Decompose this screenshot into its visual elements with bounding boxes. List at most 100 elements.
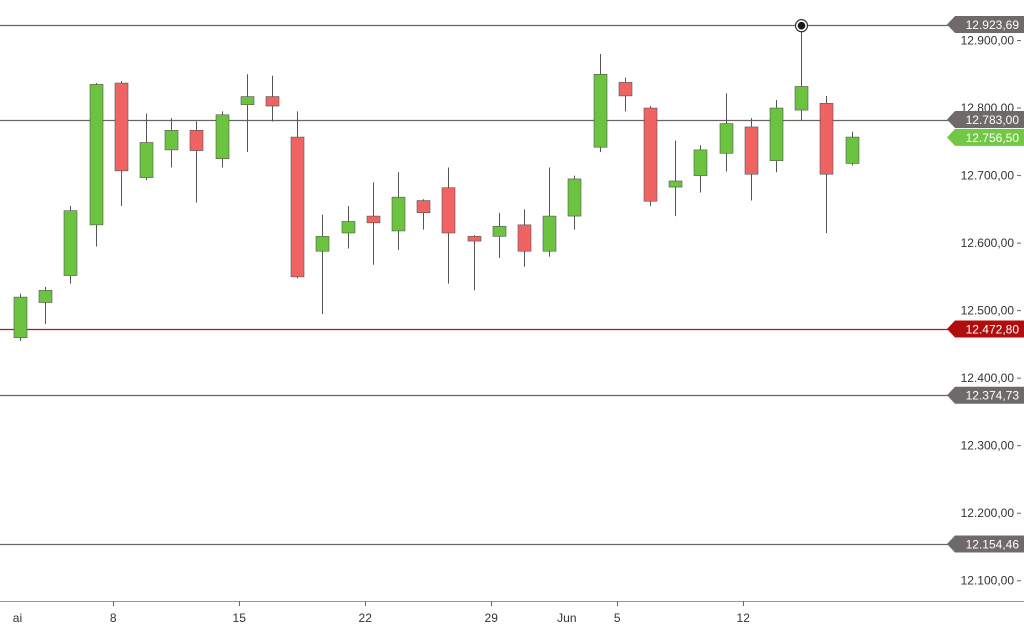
y-tick-label: 12.100,00 xyxy=(961,574,1015,588)
level-price-tag: 12.923,69 xyxy=(947,16,1024,34)
candle-down xyxy=(819,95,834,233)
marker-dot xyxy=(797,21,806,30)
candle-down xyxy=(643,106,658,206)
candle-body xyxy=(567,178,582,217)
candle-up xyxy=(341,205,356,249)
x-tick-label: 8 xyxy=(110,611,117,625)
y-tick-label: 12.300,00 xyxy=(961,439,1015,453)
support-price-tag: 12.472,80 xyxy=(947,320,1024,338)
candle-up xyxy=(139,113,154,181)
y-tick-label: 12.700,00 xyxy=(961,169,1015,183)
candle-body xyxy=(441,187,456,234)
candle-up xyxy=(794,25,809,121)
high-marker xyxy=(794,19,809,33)
y-tick-label: 12.200,00 xyxy=(961,506,1015,520)
candle-body xyxy=(189,130,204,151)
price-level-lines xyxy=(0,24,950,546)
x-tick-label: ai xyxy=(13,611,22,625)
candle-up xyxy=(567,175,582,230)
x-tick-label: 5 xyxy=(614,611,621,625)
price-tag-shape xyxy=(947,535,1024,553)
candle-body xyxy=(139,142,154,178)
candle-down xyxy=(467,234,482,291)
candle-body xyxy=(542,215,557,252)
x-tick-label: 22 xyxy=(359,611,373,625)
candle-body xyxy=(618,82,633,97)
price-tag-shape xyxy=(947,386,1024,404)
candle-body xyxy=(517,224,532,252)
candle-body xyxy=(13,296,28,338)
y-tick-label: 12.400,00 xyxy=(961,371,1015,385)
candle-body xyxy=(643,107,658,202)
candle-down xyxy=(416,199,431,230)
candle-body xyxy=(89,84,104,226)
y-tick-label: 12.500,00 xyxy=(961,304,1015,318)
candle-body xyxy=(416,200,431,214)
x-tick-label: 15 xyxy=(233,611,247,625)
price-tag-label: 12.923,69 xyxy=(966,18,1020,32)
candle-up xyxy=(693,145,708,193)
candle-body xyxy=(341,221,356,234)
candle-body xyxy=(290,136,305,278)
candle-up xyxy=(240,74,255,152)
x-tick-label: 12 xyxy=(737,611,751,625)
candle-up xyxy=(593,54,608,152)
candle-down xyxy=(366,182,381,265)
candle-body xyxy=(164,130,179,151)
level-price-tag: 12.783,00 xyxy=(947,111,1024,129)
candle-up xyxy=(315,214,330,315)
price-tag-label: 12.374,73 xyxy=(966,389,1020,403)
candle-up xyxy=(668,140,683,217)
price-tag-shape xyxy=(947,320,1024,338)
candle-down xyxy=(265,75,280,122)
level-price-tag: 12.154,46 xyxy=(947,535,1024,553)
candle-body xyxy=(593,73,608,148)
price-tag-shape xyxy=(947,128,1024,146)
price-tag-label: 12.756,50 xyxy=(966,131,1020,145)
candle-body xyxy=(265,96,280,107)
price-tag-label: 12.783,00 xyxy=(966,113,1020,127)
current-price-tag: 12.756,50 xyxy=(947,128,1024,146)
candle-body xyxy=(744,126,759,175)
y-axis: 12.100,00 12.200,00 12.300,00 12.400,00 12.5… xyxy=(961,34,1021,588)
x-axis: ai 8 15 22 29 Jun 5 12 xyxy=(0,601,1024,625)
candle-up xyxy=(63,205,78,284)
candle-up xyxy=(769,99,784,173)
candle-down xyxy=(441,167,456,284)
candle-up xyxy=(845,131,860,166)
candle-body xyxy=(693,149,708,176)
price-tag-shape xyxy=(947,16,1024,34)
candle-body xyxy=(719,123,734,154)
candle-body xyxy=(467,236,482,242)
price-tag-label: 12.154,46 xyxy=(966,537,1020,551)
candle-body xyxy=(819,103,834,175)
candle-body xyxy=(845,136,860,164)
candle-down xyxy=(189,121,204,203)
candle-body xyxy=(794,86,809,111)
candle-body xyxy=(215,114,230,159)
candle-down xyxy=(114,81,129,206)
price-tag-label: 12.472,80 xyxy=(966,322,1020,336)
candle-down xyxy=(517,209,532,267)
candle-up xyxy=(164,118,179,168)
candle-body xyxy=(668,180,683,188)
candle-up xyxy=(38,286,53,325)
candle-body xyxy=(492,225,507,237)
candle-up xyxy=(13,293,28,342)
candles xyxy=(13,25,860,342)
candle-body xyxy=(240,96,255,105)
price-tags: 12.923,69 12.783,00 12.472,80 12.374,73 12.1… xyxy=(947,16,1024,553)
candle-down xyxy=(744,118,759,201)
candle-body xyxy=(315,236,330,252)
candle-down xyxy=(618,77,633,112)
candle-up xyxy=(391,172,406,250)
candle-up xyxy=(542,167,557,257)
x-tick-label: 29 xyxy=(485,611,499,625)
candle-body xyxy=(63,210,78,276)
candle-up xyxy=(492,212,507,258)
price-tag-shape xyxy=(947,111,1024,129)
candle-up xyxy=(719,93,734,172)
candle-body xyxy=(38,290,53,303)
